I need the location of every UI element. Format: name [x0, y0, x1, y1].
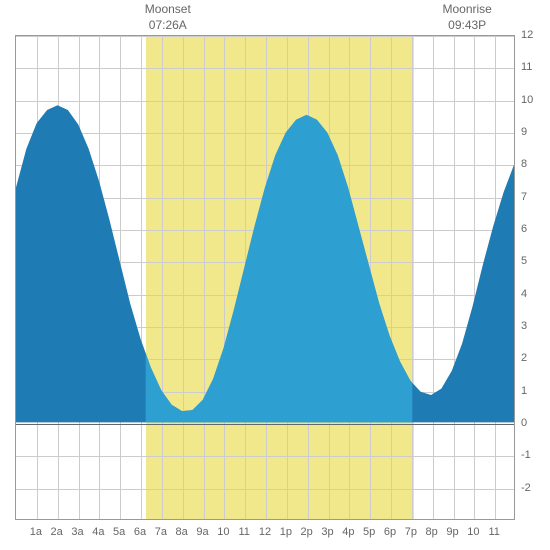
y-tick-label: 11 — [521, 61, 532, 73]
x-tick-label: 9p — [446, 526, 458, 538]
y-tick-label: 5 — [521, 255, 527, 267]
x-tick-label: 8a — [176, 526, 188, 538]
y-tick-label: 6 — [521, 223, 527, 235]
x-tick-label: 7a — [155, 526, 167, 538]
x-tick-label: 4a — [92, 526, 104, 538]
x-tick-label: 6a — [134, 526, 146, 538]
y-tick-label: 8 — [521, 158, 527, 170]
y-tick-label: 1 — [521, 385, 527, 397]
x-tick-label: 1a — [30, 526, 42, 538]
moonrise-title: Moonrise — [443, 2, 492, 16]
y-tick-label: 9 — [521, 126, 527, 138]
y-tick-label: 0 — [521, 417, 527, 429]
y-tick-label: 10 — [521, 94, 533, 106]
x-tick-label: 4p — [342, 526, 354, 538]
y-tick-label: 3 — [521, 320, 527, 332]
moonset-label: Moonset 07:26A — [145, 2, 191, 33]
y-tick-label: -1 — [521, 449, 531, 461]
x-tick-label: 10 — [217, 526, 229, 538]
plot-area — [15, 35, 515, 520]
x-tick-label: 5a — [113, 526, 125, 538]
moonset-time: 07:26A — [149, 18, 187, 32]
y-tick-label: 4 — [521, 288, 527, 300]
x-tick-label: 10 — [467, 526, 479, 538]
x-tick-label: 11 — [488, 526, 499, 538]
x-tick-label: 5p — [363, 526, 375, 538]
x-tick-label: 8p — [426, 526, 438, 538]
moonrise-time: 09:43P — [448, 18, 486, 32]
x-tick-label: 2p — [301, 526, 313, 538]
x-tick-label: 7p — [405, 526, 417, 538]
x-tick-label: 6p — [384, 526, 396, 538]
y-tick-label: -2 — [521, 482, 531, 494]
tide-area-curve — [16, 36, 514, 519]
y-tick-label: 12 — [521, 29, 533, 41]
x-tick-label: 12 — [259, 526, 271, 538]
x-tick-label: 3p — [321, 526, 333, 538]
tide-chart-container: Moonset 07:26A Moonrise 09:43P 1a 2a 3a 4a 5… — [0, 0, 550, 550]
y-tick-label: 2 — [521, 352, 527, 364]
moonset-title: Moonset — [145, 2, 191, 16]
x-tick-label: 1p — [280, 526, 292, 538]
x-tick-label: 3a — [71, 526, 83, 538]
moonrise-label: Moonrise 09:43P — [443, 2, 492, 33]
x-tick-label: 11 — [238, 526, 249, 538]
x-tick-label: 9a — [196, 526, 208, 538]
y-tick-label: 7 — [521, 191, 527, 203]
x-tick-label: 2a — [51, 526, 63, 538]
